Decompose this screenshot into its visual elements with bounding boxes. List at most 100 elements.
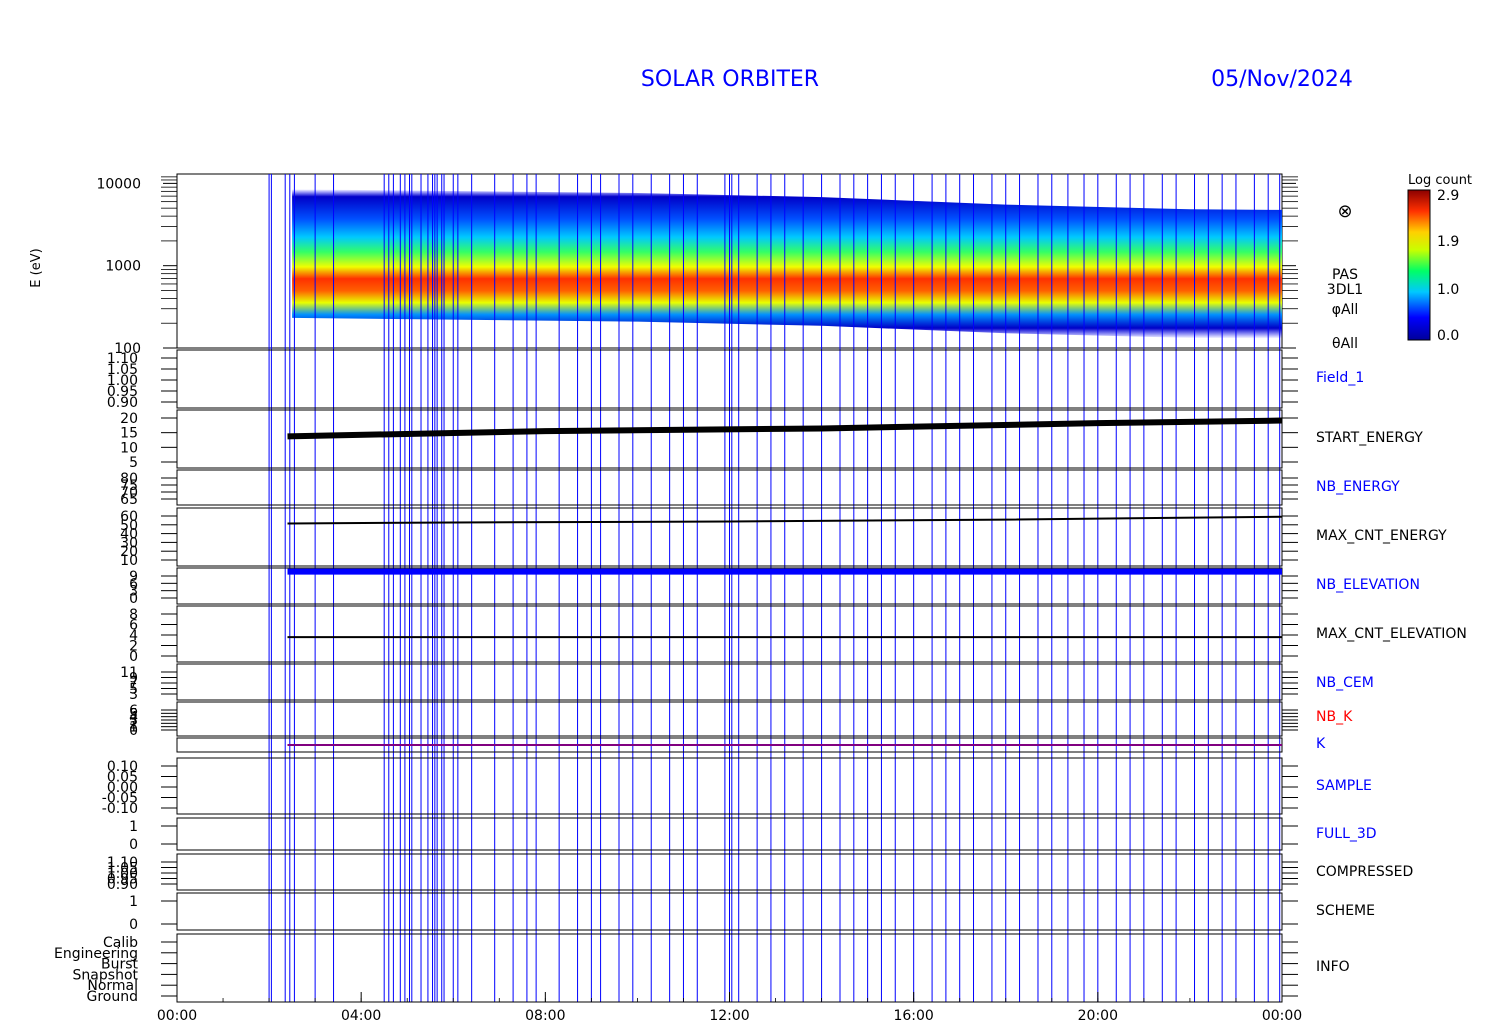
energy-tick-label: 100 — [114, 341, 141, 357]
panel-tick-label: 1.00 — [107, 866, 138, 882]
panel-tick-label: 1 — [129, 720, 138, 736]
colorbar-tick: 1.9 — [1437, 234, 1459, 250]
panel-label: SAMPLE — [1316, 778, 1372, 794]
panel-tick-label: 1.10 — [107, 855, 138, 871]
panel-tick-label: 4 — [129, 628, 138, 644]
instrument-label-phi: φAll — [1332, 302, 1359, 318]
panel-tick-label: 0.05 — [107, 770, 138, 786]
panel-frame — [176, 853, 1283, 891]
panel-label: COMPRESSED — [1316, 864, 1413, 880]
panel-frame — [176, 507, 1283, 567]
panel-frame — [176, 469, 1283, 506]
panel-tick-label: 9 — [129, 671, 138, 687]
time-tick-label: 20:00 — [1078, 1008, 1118, 1020]
panel-tick-label: 3 — [129, 713, 138, 729]
panel-tick-label: 20 — [120, 411, 138, 427]
instrument-label: ⊗ PAS 3DL1 φAll θAll — [1327, 201, 1363, 352]
panel-tick-label: 0.10 — [107, 759, 138, 775]
colorbar: Log count 2.9 1.9 1.0 0.0 — [1407, 173, 1472, 344]
panel-tick-label: 75 — [120, 478, 138, 494]
panel-tick-label: 10 — [120, 553, 138, 569]
panel-tick-label: 5 — [129, 455, 138, 471]
panel-tick-label: 0 — [129, 723, 138, 739]
panel-tick-label: 70 — [120, 485, 138, 501]
panel-tick-label: Engineering — [54, 946, 138, 962]
panel-frame — [176, 663, 1283, 701]
panel-tick-label: 6 — [129, 576, 138, 592]
time-tick-label: 04:00 — [341, 1008, 381, 1020]
panel-compressed: COMPRESSED 1.101.051.000.950.90 — [107, 853, 1413, 893]
panel-label: SCHEME — [1316, 903, 1375, 919]
panel-label: INFO — [1316, 959, 1350, 975]
panel-tick-label: 0.95 — [107, 872, 138, 888]
colorbar-title: Log count — [1408, 173, 1472, 188]
panel-frame — [176, 409, 1283, 469]
panel-label: NB_CEM — [1316, 675, 1374, 691]
panel-full-3d: FULL_3D 1 0 — [129, 817, 1377, 853]
panel-tick-label: 15 — [120, 426, 138, 442]
instrument-label-mode: 3DL1 — [1327, 282, 1363, 298]
panel-tick-label: 1 — [129, 894, 138, 910]
panel-tick-label: 50 — [120, 518, 138, 534]
panel-tick-label: 1.10 — [107, 351, 138, 367]
panel-tick-label: 1.05 — [107, 861, 138, 877]
mission-title: SOLAR ORBITER — [641, 67, 819, 92]
panel-tick-label: Calib — [103, 935, 138, 951]
panel-tick-label: 7 — [129, 676, 138, 692]
panel-tick-label: 30 — [120, 535, 138, 551]
instrument-symbol: ⊗ — [1337, 201, 1352, 222]
panel-label: START_ENERGY — [1316, 430, 1423, 446]
panel-tick-label: -0.05 — [102, 791, 138, 807]
panel-tick-label: Snapshot — [73, 967, 139, 983]
stacked-panels: Field_11.101.051.000.950.90START_ENERGY2… — [54, 349, 1467, 1005]
panel-label: MAX_CNT_ENERGY — [1316, 528, 1447, 544]
panel-tick-label: 10 — [120, 440, 138, 456]
panel-tick-label: 8 — [129, 607, 138, 623]
panel-tick-label: 3 — [129, 584, 138, 600]
time-tick-label: 16:00 — [893, 1008, 933, 1020]
energy-tick-label: 1000 — [105, 259, 141, 275]
panel-scheme: SCHEME 1 0 — [129, 892, 1375, 933]
panel-frame — [176, 817, 1283, 851]
panel-tick-label: -0.10 — [102, 801, 138, 817]
panel-label: NB_ENERGY — [1316, 479, 1400, 495]
panel-tick-label: 0 — [129, 837, 138, 853]
panel-tick-label: 0 — [129, 917, 138, 933]
panel-tick-label: 11 — [120, 665, 138, 681]
colorbar-tick: 2.9 — [1437, 188, 1459, 204]
panel-tick-label: Normal — [87, 978, 138, 994]
panel-label: NB_K — [1316, 709, 1353, 725]
panel-frame — [176, 349, 1283, 409]
spectrogram-band — [292, 189, 1283, 339]
panel-tick-label: 2 — [129, 716, 138, 732]
energy-axis-label: E (eV) — [29, 248, 44, 287]
panel-tick-label: 0.00 — [107, 780, 138, 796]
series-start-energy — [287, 417, 1283, 440]
panel-tick-label: 0 — [129, 649, 138, 665]
panel-tick-label: 80 — [120, 471, 138, 487]
time-tick-label: 00:00 — [1262, 1008, 1302, 1020]
time-tick-label: 08:00 — [525, 1008, 565, 1020]
panel-tick-label: 60 — [120, 509, 138, 525]
instrument-label-theta: θAll — [1332, 336, 1358, 352]
colorbar-gradient — [1407, 189, 1431, 341]
panel-tick-label: 6 — [129, 703, 138, 719]
panel-tick-label: 65 — [120, 492, 138, 508]
panel-frame — [176, 701, 1283, 737]
marker-lines — [268, 174, 1281, 1002]
plot-header: SOLAR ORBITER 05/Nov/2024 — [641, 67, 1353, 92]
panel-tick-label: 4 — [129, 710, 138, 726]
panel-tick-label: 0.90 — [107, 395, 138, 411]
panel-tick-label: 0.90 — [107, 877, 138, 893]
series-max-cnt-energy — [287, 515, 1283, 525]
time-axis: 00:00 04:00 08:00 12:00 16:00 20:00 00:00 — [157, 992, 1302, 1020]
panel-tick-label: Burst — [101, 957, 139, 973]
energy-tick-label: 10000 — [96, 176, 141, 192]
panel-sample: SAMPLE 0.100.050.00-0.05-0.10 — [102, 757, 1372, 817]
